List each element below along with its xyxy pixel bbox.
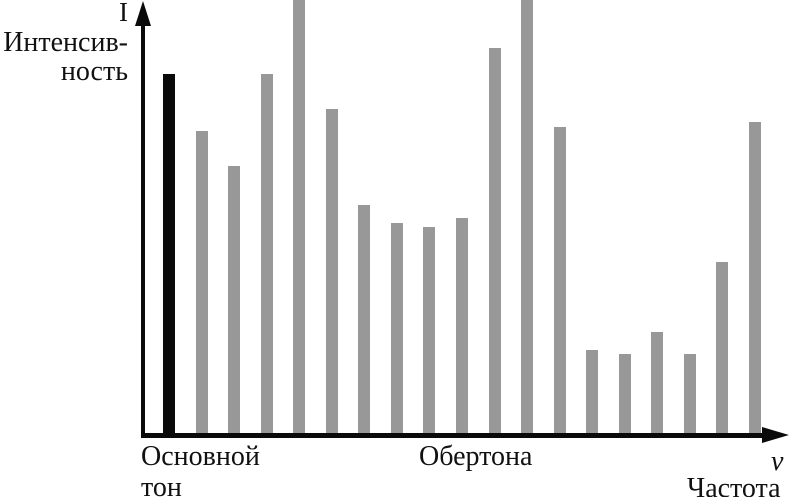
bar-harmonic-3 (228, 166, 241, 437)
x-axis-arrow-right-icon (762, 427, 789, 443)
bar-harmonic-15 (618, 354, 631, 437)
y-axis-name-line2: ность (60, 56, 128, 87)
y-axis-label-block: I Интенсив- ность (0, 0, 128, 86)
fundamental-tone-label-line1: Основной (141, 441, 260, 472)
y-axis-name-line1: Интенсив- (3, 27, 128, 58)
y-axis-line (141, 18, 145, 437)
x-axis-line (141, 433, 766, 438)
y-axis-symbol: I (119, 0, 128, 27)
overtones-label: Обертона (419, 441, 533, 472)
bar-harmonic-17 (683, 354, 696, 437)
x-axis-name: Частота (687, 473, 781, 497)
bar-harmonic-19 (748, 122, 761, 437)
bar-harmonic-7 (358, 205, 371, 437)
bar-harmonic-4 (260, 74, 273, 437)
bar-harmonic-6 (325, 109, 338, 437)
bar-harmonic-8 (390, 223, 403, 437)
bar-harmonic-9 (423, 227, 436, 437)
bar-harmonic-12 (521, 0, 534, 437)
bar-harmonic-16 (651, 332, 664, 437)
bar-harmonic-10 (455, 218, 468, 437)
bar-harmonic-13 (553, 127, 566, 437)
bar-harmonic-11 (488, 48, 501, 437)
fundamental-tone-label-line2: тон (141, 472, 182, 497)
bar-harmonic-18 (716, 262, 729, 437)
fundamental-tone-label: Основной тон (141, 441, 260, 497)
bar-harmonic-5 (293, 0, 306, 437)
y-axis-arrow-up-icon (135, 1, 151, 26)
bar-harmonic-1 (163, 74, 175, 437)
x-axis-symbol: ν (771, 446, 784, 477)
bar-harmonic-2 (195, 131, 208, 437)
bar-harmonic-14 (586, 350, 599, 437)
